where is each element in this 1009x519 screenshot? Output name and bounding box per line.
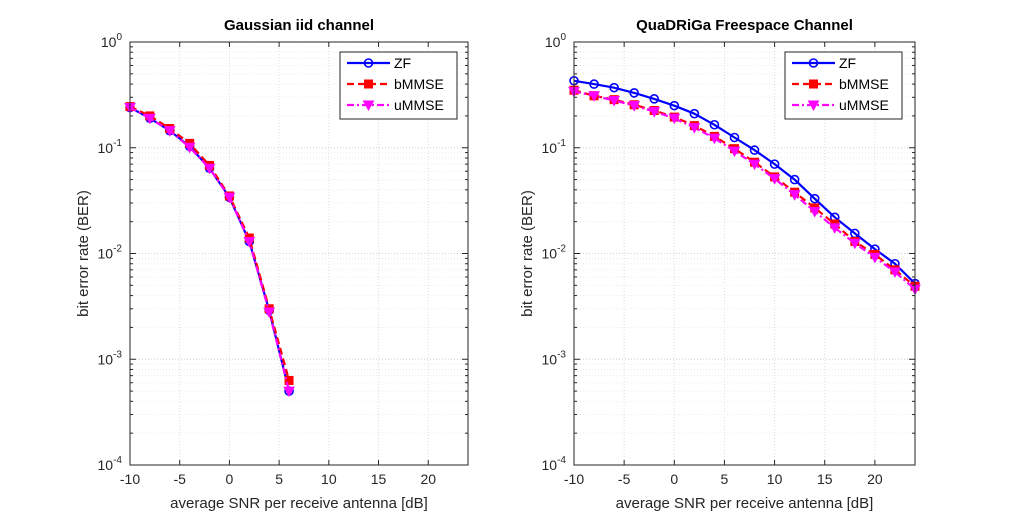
x-tick-label: 15 [817,471,833,487]
y-tick-label: 10-1 [98,138,123,156]
data-point [283,386,295,398]
data-point [669,100,680,111]
data-point [629,88,639,98]
y-tick-label: 10-3 [98,349,123,367]
legend-item-bmmse: bMMSE [347,76,444,92]
x-tick-label: 0 [226,471,234,487]
x-tick-label: 5 [721,471,729,487]
y-tick-label: 10-3 [542,349,567,367]
data-point [203,163,216,175]
chart-title: QuaDRiGa Freespace Channel [636,17,853,34]
data-point [869,252,881,264]
data-point [183,142,196,154]
x-tick-label: -10 [120,471,140,487]
chart-gaussian-iid: -10 -5 0 5 10 15 20 100 10-1 10-2 10-3 10-4 Gaussia… [75,17,469,512]
legend-item-ummse: uMMSE [347,97,444,113]
data-point [788,190,801,201]
data-point [649,94,660,104]
series-group [124,102,295,398]
data-point [889,267,901,278]
data-point [223,192,236,204]
data-point [609,82,619,93]
data-point [689,108,700,119]
series-line [573,90,916,291]
data-point [144,113,156,125]
data-point [729,132,740,143]
data-point [789,174,800,185]
chart-quadriga-freespace: -10 -5 0 5 10 15 20 100 10-1 10-2 10-3 10-4 QuaDRiG… [519,17,921,512]
y-tick-label: 100 [101,32,123,50]
data-point [263,307,276,318]
data-point [709,119,720,130]
legend-label: uMMSE [394,97,444,113]
ticks: -10 -5 0 5 10 15 20 100 10-1 10-2 10-3 10-4 [542,32,915,487]
data-point [284,375,294,385]
data-point [809,193,820,204]
y-axis-label: bit error rate (BER) [75,190,92,317]
legend: ZF bMMSE uMMSE [339,51,458,120]
data-point [243,236,256,248]
data-point [749,145,760,155]
data-point [688,123,701,134]
x-tick-label: -10 [564,471,584,487]
x-tick-label: 20 [420,471,436,487]
data-point [589,79,599,89]
data-point [848,238,861,250]
legend-label: ZF [394,55,411,71]
legend-item-ummse: uMMSE [792,97,889,113]
legend-marker [808,58,819,68]
x-tick-label: 10 [767,471,783,487]
legend-marker [363,58,374,68]
y-tick-label: 10-4 [98,455,123,473]
data-point [588,91,600,102]
legend-label: bMMSE [839,76,889,92]
y-tick-label: 10-1 [542,138,567,156]
data-point [808,206,821,218]
ticks: -10 -5 0 5 10 15 20 100 10-1 10-2 10-3 10-4 [98,32,468,487]
x-tick-label: -5 [618,471,631,487]
chart-title: Gaussian iid channel [224,17,374,34]
legend: ZF bMMSE uMMSE [784,51,903,120]
legend-label: ZF [839,55,856,71]
legend-marker [364,79,373,89]
data-point [768,174,781,185]
x-axis-label: average SNR per receive antenna [dB] [616,495,874,512]
y-tick-label: 10-2 [542,244,567,262]
data-point [628,101,641,112]
series-group [568,75,921,296]
data-point [668,113,681,125]
y-tick-label: 10-4 [542,455,567,473]
legend-marker [809,79,818,89]
x-tick-label: -5 [173,471,186,487]
data-point [708,133,721,145]
y-tick-label: 100 [545,32,567,50]
data-point [748,159,761,171]
y-tick-label: 10-2 [98,244,123,262]
x-tick-label: 20 [867,471,883,487]
legend-marker [362,100,375,112]
data-point [728,146,741,158]
legend-label: uMMSE [839,97,889,113]
data-point [608,95,620,107]
data-point [769,159,780,169]
x-axis-label: average SNR per receive antenna [dB] [170,495,428,512]
series-ummse [568,87,921,296]
data-point [648,107,661,118]
x-tick-label: 10 [321,471,337,487]
x-tick-label: 0 [670,471,678,487]
y-axis-label: bit error rate (BER) [519,190,536,317]
legend-item-bmmse: bMMSE [792,76,889,92]
legend-label: bMMSE [394,76,444,92]
data-point [163,126,176,137]
legend-marker [807,100,820,112]
series-ummse [124,103,295,398]
legend-item-zf: ZF [792,55,856,71]
data-point [828,223,841,234]
legend-item-zf: ZF [347,55,411,71]
x-tick-label: 15 [371,471,387,487]
x-tick-label: 5 [275,471,283,487]
